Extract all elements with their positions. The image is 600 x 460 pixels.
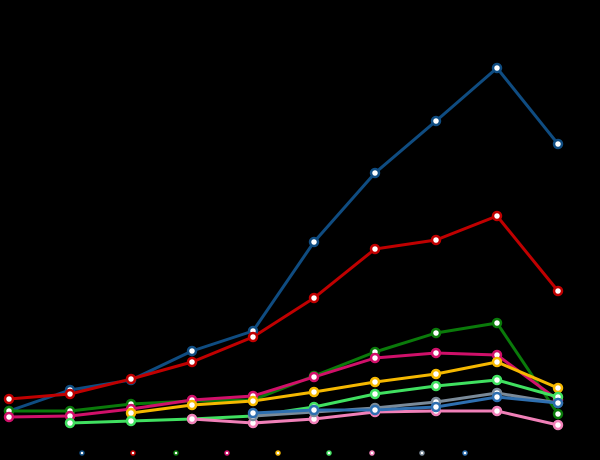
point-marker bbox=[64, 417, 76, 429]
point-marker bbox=[491, 62, 503, 74]
point-marker bbox=[3, 411, 15, 423]
legend-marker bbox=[79, 450, 85, 456]
legend-marker bbox=[462, 450, 468, 456]
point-marker bbox=[430, 347, 442, 359]
point-marker bbox=[186, 356, 198, 368]
point-marker bbox=[369, 167, 381, 179]
legend-marker bbox=[419, 450, 425, 456]
legend-marker bbox=[369, 450, 375, 456]
point-marker bbox=[186, 413, 198, 425]
point-marker bbox=[369, 243, 381, 255]
point-marker bbox=[491, 210, 503, 222]
series-line bbox=[252, 395, 559, 415]
point-marker bbox=[430, 327, 442, 339]
point-marker bbox=[491, 317, 503, 329]
point-marker bbox=[369, 388, 381, 400]
point-marker bbox=[430, 401, 442, 413]
point-marker bbox=[430, 368, 442, 380]
point-marker bbox=[552, 408, 564, 420]
point-marker bbox=[552, 138, 564, 150]
point-marker bbox=[247, 395, 259, 407]
point-marker bbox=[247, 407, 259, 419]
point-marker bbox=[308, 236, 320, 248]
point-marker bbox=[64, 388, 76, 400]
point-marker bbox=[186, 399, 198, 411]
point-marker bbox=[430, 234, 442, 246]
legend-marker bbox=[326, 450, 332, 456]
legend-marker bbox=[275, 450, 281, 456]
legend-marker bbox=[224, 450, 230, 456]
point-marker bbox=[308, 404, 320, 416]
point-marker bbox=[430, 380, 442, 392]
point-marker bbox=[247, 331, 259, 343]
point-marker bbox=[491, 391, 503, 403]
series-line bbox=[8, 351, 559, 419]
point-marker bbox=[186, 345, 198, 357]
point-marker bbox=[552, 419, 564, 431]
point-marker bbox=[369, 352, 381, 364]
point-marker bbox=[3, 393, 15, 405]
point-marker bbox=[125, 373, 137, 385]
point-marker bbox=[369, 376, 381, 388]
point-marker bbox=[125, 415, 137, 427]
point-marker bbox=[308, 386, 320, 398]
point-marker bbox=[308, 371, 320, 383]
point-marker bbox=[491, 405, 503, 417]
series-line bbox=[130, 360, 559, 415]
point-marker bbox=[552, 382, 564, 394]
point-marker bbox=[430, 115, 442, 127]
point-marker bbox=[369, 404, 381, 416]
legend-marker bbox=[130, 450, 136, 456]
point-marker bbox=[491, 356, 503, 368]
point-marker bbox=[308, 292, 320, 304]
point-marker bbox=[491, 374, 503, 386]
series-line bbox=[252, 391, 559, 418]
point-marker bbox=[552, 285, 564, 297]
series-line bbox=[8, 214, 560, 401]
legend-marker bbox=[173, 450, 179, 456]
point-marker bbox=[552, 397, 564, 409]
